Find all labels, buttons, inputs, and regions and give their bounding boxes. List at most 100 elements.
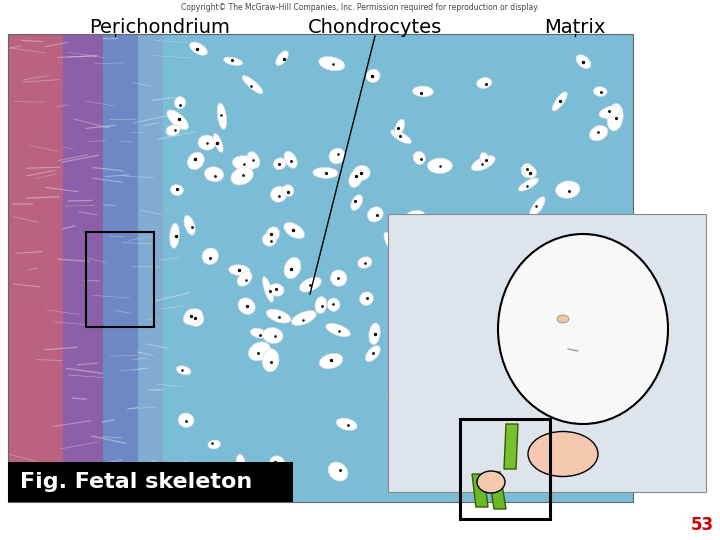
Ellipse shape — [590, 125, 608, 141]
Bar — [388, 214, 706, 492]
Ellipse shape — [577, 341, 592, 356]
Bar — [8, 34, 633, 502]
Ellipse shape — [541, 406, 557, 428]
Ellipse shape — [300, 277, 321, 292]
Ellipse shape — [402, 211, 426, 229]
Ellipse shape — [410, 274, 419, 300]
Ellipse shape — [262, 349, 279, 372]
Ellipse shape — [556, 181, 580, 198]
Ellipse shape — [576, 344, 602, 357]
Ellipse shape — [284, 151, 297, 168]
Ellipse shape — [167, 110, 189, 130]
Ellipse shape — [520, 384, 541, 406]
Ellipse shape — [266, 309, 291, 323]
Ellipse shape — [600, 242, 611, 256]
Ellipse shape — [187, 152, 204, 170]
Ellipse shape — [328, 462, 348, 481]
Ellipse shape — [229, 265, 250, 276]
Ellipse shape — [263, 233, 276, 246]
Ellipse shape — [464, 367, 479, 389]
Ellipse shape — [282, 185, 294, 197]
Ellipse shape — [351, 195, 363, 211]
Ellipse shape — [349, 169, 363, 187]
Polygon shape — [472, 474, 488, 507]
Ellipse shape — [217, 103, 227, 129]
Ellipse shape — [482, 456, 495, 471]
Ellipse shape — [532, 430, 551, 442]
Ellipse shape — [600, 361, 613, 377]
Ellipse shape — [524, 269, 540, 281]
Bar — [8, 34, 633, 502]
Ellipse shape — [369, 323, 380, 345]
Ellipse shape — [242, 76, 263, 94]
Ellipse shape — [327, 298, 340, 312]
Ellipse shape — [515, 287, 536, 304]
Ellipse shape — [565, 277, 577, 293]
Ellipse shape — [276, 51, 288, 65]
Polygon shape — [504, 424, 518, 469]
Ellipse shape — [247, 152, 260, 168]
Ellipse shape — [315, 296, 327, 313]
Bar — [8, 34, 63, 502]
Ellipse shape — [248, 342, 271, 361]
Ellipse shape — [270, 456, 284, 470]
Ellipse shape — [607, 104, 624, 131]
Ellipse shape — [406, 306, 420, 320]
Ellipse shape — [320, 354, 343, 369]
Ellipse shape — [176, 366, 191, 375]
Bar — [63, 34, 103, 502]
Bar — [86, 232, 154, 327]
Ellipse shape — [530, 197, 545, 217]
Ellipse shape — [472, 156, 495, 171]
Ellipse shape — [178, 413, 194, 427]
Ellipse shape — [367, 207, 383, 222]
Text: Fig. Fetal skeleton: Fig. Fetal skeleton — [20, 472, 252, 492]
Ellipse shape — [392, 431, 406, 447]
Ellipse shape — [513, 416, 532, 437]
Ellipse shape — [413, 151, 426, 164]
Ellipse shape — [185, 309, 204, 326]
Ellipse shape — [359, 292, 374, 306]
Ellipse shape — [174, 97, 186, 109]
Ellipse shape — [208, 440, 220, 449]
Ellipse shape — [477, 294, 488, 307]
Bar — [103, 34, 138, 502]
Ellipse shape — [417, 418, 436, 438]
Ellipse shape — [198, 135, 216, 150]
Ellipse shape — [427, 414, 444, 431]
Ellipse shape — [537, 295, 562, 312]
Ellipse shape — [213, 133, 223, 152]
Ellipse shape — [353, 165, 370, 180]
Ellipse shape — [223, 57, 243, 65]
Ellipse shape — [576, 55, 591, 69]
Ellipse shape — [319, 57, 345, 71]
Ellipse shape — [204, 167, 224, 181]
Polygon shape — [488, 472, 506, 509]
Ellipse shape — [166, 125, 180, 136]
Ellipse shape — [521, 450, 537, 465]
Ellipse shape — [170, 223, 179, 248]
Ellipse shape — [171, 185, 184, 195]
Ellipse shape — [266, 227, 279, 242]
Ellipse shape — [388, 393, 401, 404]
Ellipse shape — [535, 253, 547, 265]
Ellipse shape — [325, 323, 351, 337]
Ellipse shape — [477, 471, 505, 493]
Ellipse shape — [456, 413, 474, 440]
Ellipse shape — [557, 315, 569, 323]
Ellipse shape — [439, 365, 458, 382]
Bar — [138, 34, 163, 502]
Ellipse shape — [284, 222, 305, 239]
Ellipse shape — [428, 158, 452, 173]
Text: Copyright© The McGraw-Hill Companies, Inc. Permission required for reproduction : Copyright© The McGraw-Hill Companies, In… — [181, 3, 539, 12]
Ellipse shape — [599, 106, 621, 118]
Ellipse shape — [366, 69, 380, 83]
Ellipse shape — [493, 462, 514, 472]
Ellipse shape — [274, 158, 286, 170]
Ellipse shape — [528, 467, 538, 477]
Ellipse shape — [263, 328, 283, 343]
Text: Chondrocytes: Chondrocytes — [308, 18, 442, 37]
Ellipse shape — [384, 232, 396, 252]
Ellipse shape — [269, 284, 284, 296]
Ellipse shape — [263, 276, 274, 302]
